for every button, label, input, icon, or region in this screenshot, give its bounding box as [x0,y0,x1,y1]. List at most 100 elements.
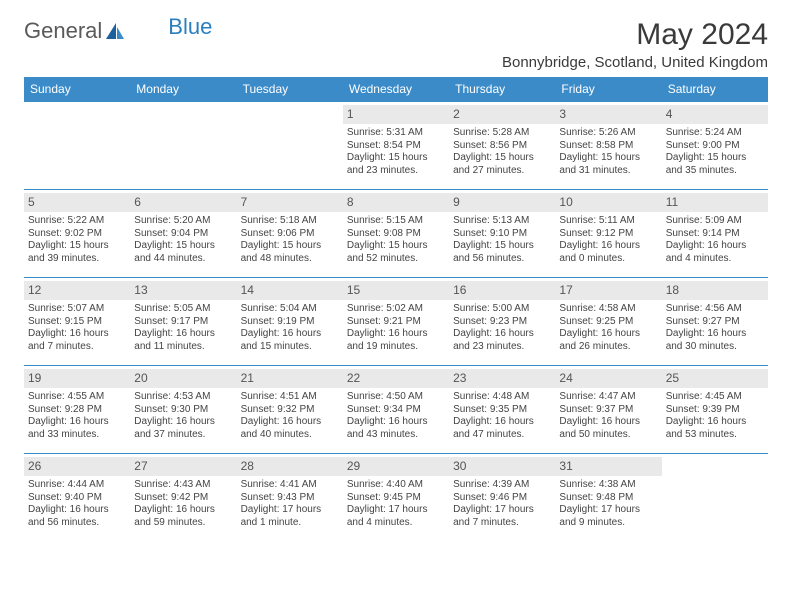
calendar-day: 18 Sunrise: 4:56 AMSunset: 9:27 PMDayligh… [662,278,768,366]
day-number: 8 [343,193,449,212]
sunset-text: Sunset: 9:04 PM [134,228,232,241]
daylight-text: Daylight: 16 hours and 37 minutes. [134,416,232,441]
sunset-text: Sunset: 9:43 PM [241,492,339,505]
sunset-text: Sunset: 8:56 PM [453,140,551,153]
sunrise-text: Sunrise: 4:58 AM [559,303,657,316]
sunset-text: Sunset: 9:45 PM [347,492,445,505]
daylight-text: Daylight: 16 hours and 30 minutes. [666,328,764,353]
sunset-text: Sunset: 9:34 PM [347,404,445,417]
day-header: Friday [555,77,661,102]
daylight-text: Daylight: 17 hours and 1 minute. [241,504,339,529]
sunset-text: Sunset: 9:06 PM [241,228,339,241]
day-header: Saturday [662,77,768,102]
month-year: May 2024 [502,18,768,52]
calendar-day: 14Sunrise: 5:04 AMSunset: 9:19 PMDayligh… [237,278,343,366]
sunrise-text: Sunrise: 4:47 AM [559,391,657,404]
brand-logo: General Blue [24,18,212,44]
calendar-day: 7Sunrise: 5:18 AMSunset: 9:06 PMDaylight… [237,190,343,278]
sunset-text: Sunset: 9:32 PM [241,404,339,417]
day-number: 15 [343,281,449,300]
calendar-day: 15Sunrise: 5:02 AMSunset: 9:21 PMDayligh… [343,278,449,366]
sunrise-text: Sunrise: 4:48 AM [453,391,551,404]
calendar-body: ...1Sunrise: 5:31 AMSunset: 8:54 PMDayli… [24,102,768,542]
sunrise-text: Sunrise: 5:11 AM [559,215,657,228]
calendar-day: 13Sunrise: 5:05 AMSunset: 9:17 PMDayligh… [130,278,236,366]
daylight-text: Daylight: 16 hours and 59 minutes. [134,504,232,529]
daylight-text: Daylight: 16 hours and 47 minutes. [453,416,551,441]
daylight-text: Daylight: 15 hours and 52 minutes. [347,240,445,265]
sunrise-text: Sunrise: 4:40 AM [347,479,445,492]
sunset-text: Sunset: 9:17 PM [134,316,232,329]
daylight-text: Daylight: 15 hours and 31 minutes. [559,152,657,177]
topbar: General Blue May 2024 Bonnybridge, Scotl… [24,18,768,71]
calendar-day: 6Sunrise: 5:20 AMSunset: 9:04 PMDaylight… [130,190,236,278]
calendar-day: 8Sunrise: 5:15 AMSunset: 9:08 PMDaylight… [343,190,449,278]
day-number: 29 [343,457,449,476]
sunrise-text: Sunrise: 4:44 AM [28,479,126,492]
daylight-text: Daylight: 15 hours and 44 minutes. [134,240,232,265]
day-number: 18 [662,281,768,300]
day-number: 28 [237,457,343,476]
daylight-text: Daylight: 15 hours and 48 minutes. [241,240,339,265]
calendar-day: 3Sunrise: 5:26 AMSunset: 8:58 PMDaylight… [555,102,661,190]
calendar-day: 5Sunrise: 5:22 AMSunset: 9:02 PMDaylight… [24,190,130,278]
day-number: 19 [24,369,130,388]
sunset-text: Sunset: 9:21 PM [347,316,445,329]
day-number: 17 [555,281,661,300]
calendar-day: 4Sunrise: 5:24 AMSunset: 9:00 PMDaylight… [662,102,768,190]
sunrise-text: Sunrise: 4:41 AM [241,479,339,492]
calendar-week: ...1Sunrise: 5:31 AMSunset: 8:54 PMDayli… [24,102,768,190]
calendar-day: 16Sunrise: 5:00 AMSunset: 9:23 PMDayligh… [449,278,555,366]
calendar-day: . [24,102,130,190]
day-number: 23 [449,369,555,388]
sunset-text: Sunset: 9:46 PM [453,492,551,505]
daylight-text: Daylight: 16 hours and 56 minutes. [28,504,126,529]
calendar-day: 27Sunrise: 4:43 AMSunset: 9:42 PMDayligh… [130,454,236,542]
sunrise-text: Sunrise: 5:22 AM [28,215,126,228]
sunrise-text: Sunrise: 4:38 AM [559,479,657,492]
sunrise-text: Sunrise: 5:07 AM [28,303,126,316]
sunrise-text: Sunrise: 4:39 AM [453,479,551,492]
calendar-day: . [130,102,236,190]
sunset-text: Sunset: 9:37 PM [559,404,657,417]
day-number: 27 [130,457,236,476]
sunset-text: Sunset: 9:35 PM [453,404,551,417]
calendar-day: 10Sunrise: 5:11 AMSunset: 9:12 PMDayligh… [555,190,661,278]
sunrise-text: Sunrise: 4:56 AM [666,303,764,316]
day-number: 12 [24,281,130,300]
daylight-text: Daylight: 16 hours and 19 minutes. [347,328,445,353]
daylight-text: Daylight: 16 hours and 0 minutes. [559,240,657,265]
sunset-text: Sunset: 9:10 PM [453,228,551,241]
sunrise-text: Sunrise: 4:55 AM [28,391,126,404]
day-number: 24 [555,369,661,388]
sunrise-text: Sunrise: 5:09 AM [666,215,764,228]
calendar-week: 5Sunrise: 5:22 AMSunset: 9:02 PMDaylight… [24,190,768,278]
calendar-day: 11Sunrise: 5:09 AMSunset: 9:14 PMDayligh… [662,190,768,278]
day-header-row: SundayMondayTuesdayWednesdayThursdayFrid… [24,77,768,102]
sunrise-text: Sunrise: 5:13 AM [453,215,551,228]
sunrise-text: Sunrise: 5:20 AM [134,215,232,228]
sunrise-text: Sunrise: 5:24 AM [666,127,764,140]
daylight-text: Daylight: 16 hours and 11 minutes. [134,328,232,353]
daylight-text: Daylight: 16 hours and 4 minutes. [666,240,764,265]
calendar-day: 9Sunrise: 5:13 AMSunset: 9:10 PMDaylight… [449,190,555,278]
day-number: 3 [555,105,661,124]
calendar-week: 12Sunrise: 5:07 AMSunset: 9:15 PMDayligh… [24,278,768,366]
sunrise-text: Sunrise: 4:53 AM [134,391,232,404]
sunset-text: Sunset: 9:12 PM [559,228,657,241]
daylight-text: Daylight: 16 hours and 15 minutes. [241,328,339,353]
sunset-text: Sunset: 9:00 PM [666,140,764,153]
day-header: Wednesday [343,77,449,102]
daylight-text: Daylight: 16 hours and 23 minutes. [453,328,551,353]
day-number: 5 [24,193,130,212]
sunrise-text: Sunrise: 4:50 AM [347,391,445,404]
day-number: 26 [24,457,130,476]
day-header: Sunday [24,77,130,102]
sunrise-text: Sunrise: 4:45 AM [666,391,764,404]
daylight-text: Daylight: 16 hours and 50 minutes. [559,416,657,441]
calendar-day: 29Sunrise: 4:40 AMSunset: 9:45 PMDayligh… [343,454,449,542]
daylight-text: Daylight: 15 hours and 35 minutes. [666,152,764,177]
sunset-text: Sunset: 9:28 PM [28,404,126,417]
day-header: Thursday [449,77,555,102]
sunset-text: Sunset: 9:27 PM [666,316,764,329]
